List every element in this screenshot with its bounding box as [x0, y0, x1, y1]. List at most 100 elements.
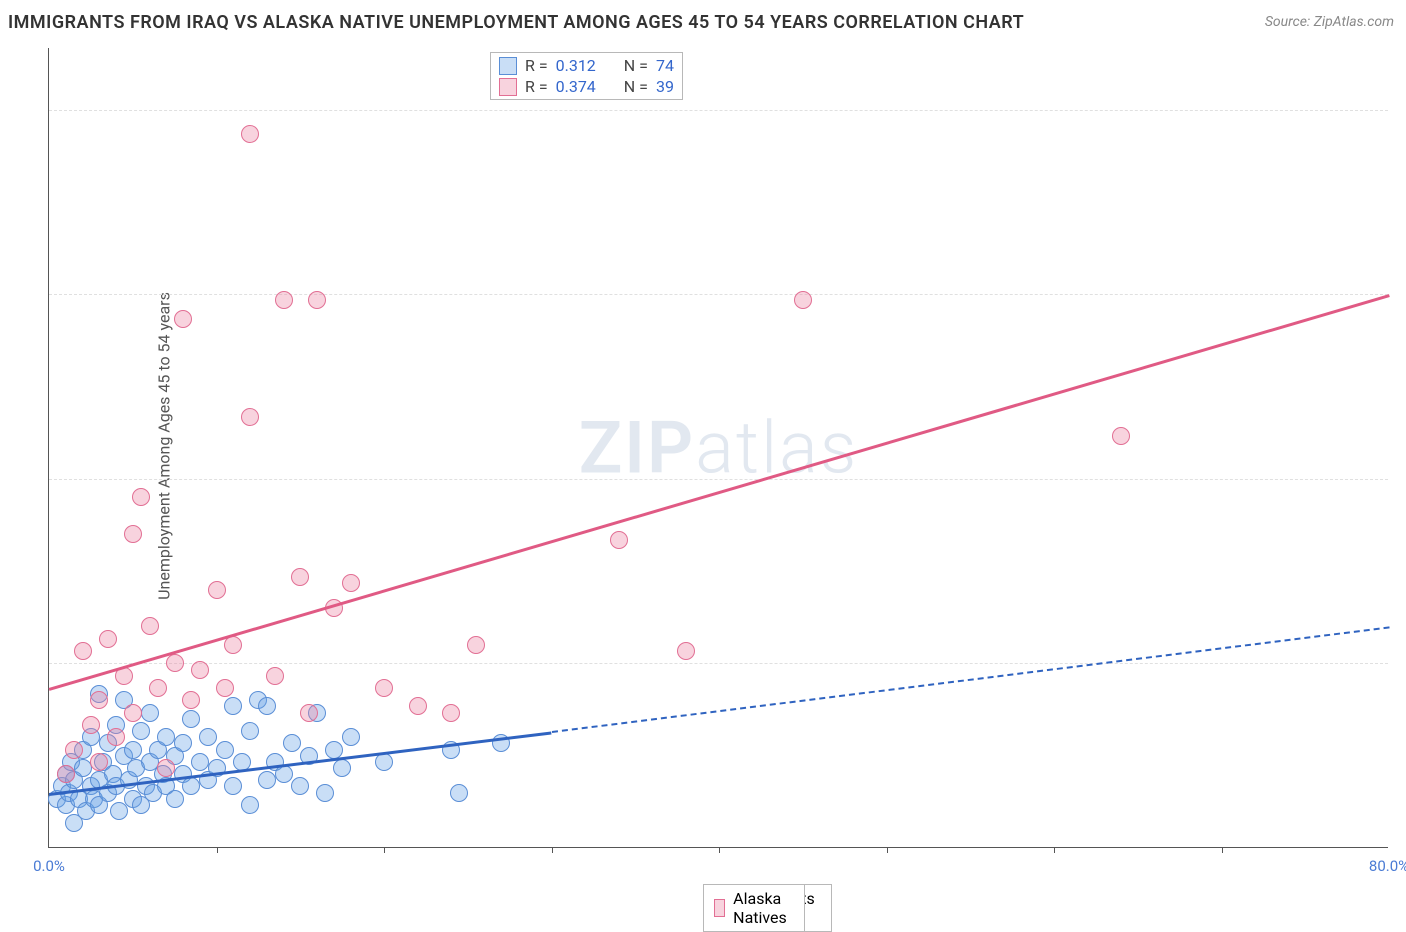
data-point [291, 777, 309, 795]
data-point [224, 777, 242, 795]
data-point [124, 704, 142, 722]
data-point [199, 728, 217, 746]
gridline [49, 663, 1388, 664]
gridline [49, 294, 1388, 295]
r-label: R = [525, 56, 548, 75]
data-point [82, 716, 100, 734]
data-point [224, 636, 242, 654]
data-point [124, 741, 142, 759]
plot-area: ZIPatlas 15.0%30.0%45.0%60.0%0.0%80.0% [48, 48, 1388, 848]
data-point [141, 617, 159, 635]
data-point [90, 753, 108, 771]
legend-row: R = 0.312 N = 74 [499, 55, 674, 76]
data-point [308, 291, 326, 309]
data-point [174, 734, 192, 752]
r-value: 0.312 [556, 56, 596, 75]
data-point [65, 741, 83, 759]
data-point [266, 667, 284, 685]
trend-line [551, 626, 1389, 733]
legend-swatch [499, 57, 517, 75]
data-point [300, 704, 318, 722]
data-point [132, 488, 150, 506]
source-citation: Source: ZipAtlas.com [1265, 14, 1394, 30]
x-tick-mark [552, 847, 553, 853]
chart-title: IMMIGRANTS FROM IRAQ VS ALASKA NATIVE UN… [8, 12, 1024, 33]
data-point [677, 642, 695, 660]
x-tick-mark [887, 847, 888, 853]
legend-row: R = 0.374 N = 39 [499, 76, 674, 97]
data-point [216, 741, 234, 759]
data-point [166, 654, 184, 672]
data-point [191, 661, 209, 679]
x-tick-label: 0.0% [33, 857, 65, 875]
data-point [90, 691, 108, 709]
x-tick-mark [1054, 847, 1055, 853]
data-point [342, 728, 360, 746]
data-point [191, 753, 209, 771]
x-tick-mark [1222, 847, 1223, 853]
data-point [107, 728, 125, 746]
data-point [275, 765, 293, 783]
x-tick-mark [384, 847, 385, 853]
data-point [224, 697, 242, 715]
correlation-legend: R = 0.312 N = 74 R = 0.374 N = 39 [490, 52, 683, 100]
data-point [275, 291, 293, 309]
x-tick-label: 80.0% [1369, 857, 1406, 875]
data-point [132, 722, 150, 740]
data-point [166, 790, 184, 808]
data-point [450, 784, 468, 802]
data-point [157, 728, 175, 746]
watermark-a: ZIP [579, 405, 695, 490]
data-point [333, 759, 351, 777]
gridline [49, 479, 1388, 480]
data-point [149, 679, 167, 697]
data-point [182, 710, 200, 728]
x-tick-mark [719, 847, 720, 853]
source-value: ZipAtlas.com [1314, 14, 1394, 30]
trend-line [49, 294, 1390, 690]
n-value: 39 [656, 77, 674, 96]
data-point [182, 691, 200, 709]
data-point [610, 531, 628, 549]
n-value: 74 [656, 56, 674, 75]
data-point [291, 568, 309, 586]
data-point [241, 125, 259, 143]
n-label: N = [624, 77, 648, 96]
data-point [342, 574, 360, 592]
data-point [241, 408, 259, 426]
data-point [241, 796, 259, 814]
gridline [49, 110, 1388, 111]
data-point [182, 777, 200, 795]
data-point [375, 679, 393, 697]
data-point [442, 704, 460, 722]
data-point [316, 784, 334, 802]
data-point [375, 753, 393, 771]
data-point [174, 310, 192, 328]
data-point [258, 771, 276, 789]
data-point [74, 642, 92, 660]
data-point [208, 581, 226, 599]
data-point [794, 291, 812, 309]
data-point [74, 759, 92, 777]
data-point [216, 679, 234, 697]
data-point [409, 697, 427, 715]
legend-swatch [714, 899, 725, 917]
data-point [258, 697, 276, 715]
r-label: R = [525, 77, 548, 96]
data-point [467, 636, 485, 654]
r-value: 0.374 [556, 77, 596, 96]
legend-label: Alaska Natives [733, 889, 793, 927]
legend-item: Alaska Natives [703, 884, 805, 932]
watermark-b: atlas [695, 405, 858, 490]
data-point [157, 759, 175, 777]
data-point [57, 765, 75, 783]
data-point [325, 741, 343, 759]
data-point [241, 722, 259, 740]
n-label: N = [624, 56, 648, 75]
data-point [99, 630, 117, 648]
data-point [141, 704, 159, 722]
legend-swatch [499, 78, 517, 96]
watermark: ZIPatlas [579, 405, 859, 490]
data-point [124, 525, 142, 543]
data-point [283, 734, 301, 752]
